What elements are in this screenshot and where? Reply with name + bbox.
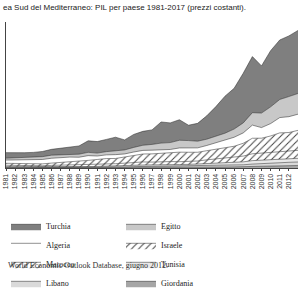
svg-text:1986: 1986 [48,174,55,190]
svg-text:World Economic Outlook Databas: World Economic Outlook Database, giugno … [8,261,168,270]
svg-text:1997: 1997 [148,174,155,190]
svg-text:2002: 2002 [194,174,201,190]
svg-text:Marocco: Marocco [46,260,74,269]
svg-text:1994: 1994 [121,174,128,190]
svg-text:1987: 1987 [57,174,64,190]
svg-text:1993: 1993 [112,174,119,190]
svg-text:Tunisia: Tunisia [161,260,185,269]
svg-text:2005: 2005 [221,174,228,190]
svg-text:2011: 2011 [276,174,283,189]
svg-text:Israele: Israele [161,241,183,250]
svg-text:1988: 1988 [66,174,73,190]
svg-text:1995: 1995 [130,174,137,190]
svg-text:Egitto: Egitto [161,222,181,231]
svg-text:2007: 2007 [240,174,247,190]
svg-text:1985: 1985 [39,174,46,190]
svg-text:ea Sud del Mediterraneo: PIL p: ea Sud del Mediterraneo: PIL per paese 1… [3,3,246,12]
svg-text:2012: 2012 [285,174,292,190]
svg-text:2001: 2001 [185,174,192,190]
svg-text:1989: 1989 [75,174,82,190]
svg-text:1992: 1992 [103,174,110,190]
svg-text:2006: 2006 [230,174,237,190]
svg-text:1981: 1981 [2,174,9,190]
svg-text:Turchia: Turchia [46,222,71,231]
svg-text:1991: 1991 [94,174,101,190]
svg-text:1996: 1996 [139,174,146,190]
svg-text:1983: 1983 [21,174,28,190]
svg-text:1990: 1990 [84,174,91,190]
svg-text:2000: 2000 [176,174,183,190]
svg-text:2003: 2003 [203,174,210,190]
svg-text:Algeria: Algeria [46,241,70,250]
svg-text:2008: 2008 [249,174,256,190]
svg-text:1999: 1999 [167,174,174,190]
svg-text:1998: 1998 [157,174,164,190]
svg-text:Giordania: Giordania [161,279,193,288]
svg-text:Libano: Libano [46,279,69,288]
svg-text:1984: 1984 [30,174,37,190]
svg-text:2004: 2004 [212,174,219,190]
svg-text:2009: 2009 [258,174,265,190]
svg-text:1982: 1982 [11,174,18,190]
svg-text:2010: 2010 [267,174,274,190]
